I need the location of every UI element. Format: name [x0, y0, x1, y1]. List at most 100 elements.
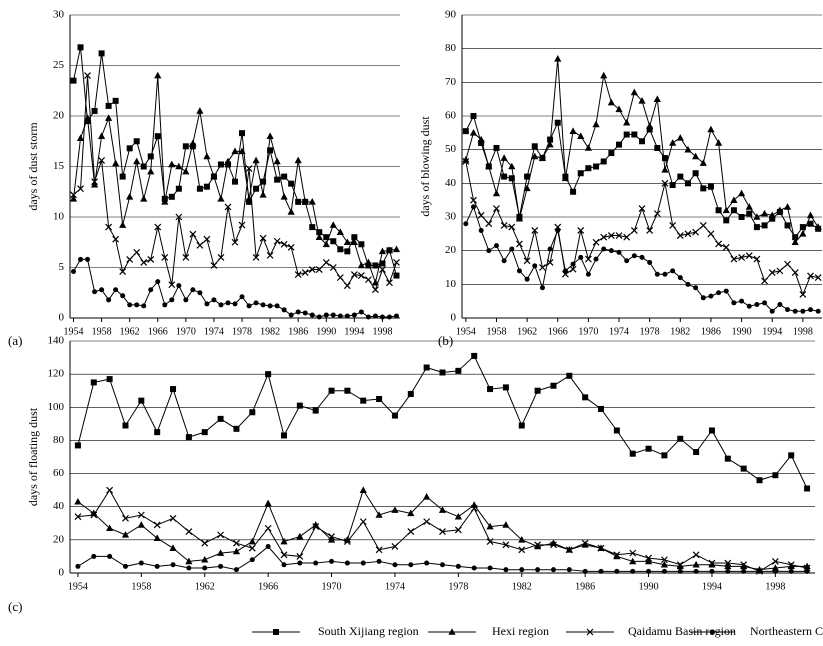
marker [90, 509, 98, 517]
marker [746, 303, 752, 309]
marker [693, 449, 700, 456]
marker [518, 422, 525, 429]
marker [360, 397, 367, 404]
marker [508, 175, 515, 182]
marker [232, 178, 238, 185]
marker [676, 134, 684, 141]
marker [376, 558, 382, 564]
marker [225, 300, 231, 306]
marker [724, 455, 731, 462]
marker [357, 272, 365, 280]
legend-marker [710, 629, 715, 635]
marker [364, 276, 372, 284]
marker [661, 452, 668, 459]
legend-marker [448, 628, 456, 635]
marker [492, 189, 501, 197]
marker [379, 260, 386, 267]
marker [274, 303, 280, 309]
marker [738, 253, 745, 261]
marker [375, 546, 383, 554]
legend-marker [586, 628, 594, 636]
marker [631, 253, 637, 259]
marker [463, 221, 469, 227]
y-tick-label: 40 [445, 177, 457, 189]
marker [106, 297, 112, 303]
marker [259, 190, 267, 198]
marker [538, 154, 547, 161]
x-tick-label: 1970 [176, 326, 196, 337]
marker [203, 152, 211, 160]
marker [485, 220, 493, 228]
marker [623, 118, 631, 126]
y-axis-label: days of blowing dust [418, 116, 432, 217]
marker [343, 282, 351, 290]
x-tick-label: 1990 [316, 326, 336, 337]
marker [550, 541, 557, 549]
marker [175, 213, 183, 221]
marker [161, 253, 169, 261]
marker [806, 211, 815, 219]
marker [336, 228, 344, 235]
marker [741, 568, 747, 574]
marker [785, 307, 791, 313]
marker [598, 568, 604, 574]
marker [260, 178, 267, 185]
marker [376, 396, 383, 402]
marker [486, 538, 494, 545]
marker [523, 257, 531, 265]
marker [439, 369, 446, 376]
marker [684, 230, 692, 238]
marker [722, 206, 730, 214]
marker [470, 113, 477, 119]
marker [393, 272, 400, 279]
marker [365, 262, 372, 269]
marker [654, 271, 660, 277]
series-line [77, 355, 808, 489]
marker [330, 312, 336, 318]
marker [508, 162, 516, 170]
marker [344, 387, 351, 394]
marker [676, 232, 684, 239]
marker [375, 511, 383, 518]
marker [391, 543, 399, 550]
marker [814, 223, 822, 230]
x-tick-label: 1966 [548, 326, 568, 337]
y-tick-label: 0 [451, 312, 457, 324]
marker [546, 140, 554, 148]
marker [462, 128, 469, 135]
marker [646, 126, 653, 133]
marker [386, 279, 393, 287]
marker [90, 511, 98, 519]
marker [614, 568, 620, 574]
marker [478, 227, 484, 233]
marker [598, 405, 605, 412]
marker [323, 312, 329, 318]
marker [274, 176, 281, 183]
y-tick-label: 60 [445, 110, 457, 122]
marker [295, 309, 301, 315]
legend-marker [273, 629, 279, 635]
marker [218, 302, 224, 308]
marker [301, 269, 309, 276]
marker [312, 407, 319, 414]
marker [616, 249, 622, 255]
marker [470, 196, 477, 204]
marker [700, 185, 707, 192]
marker [593, 256, 599, 262]
marker [196, 241, 204, 249]
y-tick-label: 80 [53, 434, 65, 446]
marker [378, 247, 387, 255]
marker [231, 238, 239, 246]
marker [629, 557, 637, 565]
marker [715, 240, 723, 248]
marker [119, 173, 126, 180]
marker [99, 287, 105, 293]
marker [578, 254, 584, 260]
marker [739, 298, 745, 304]
marker [183, 297, 189, 303]
marker [90, 180, 99, 188]
marker [238, 221, 246, 229]
marker [776, 206, 784, 214]
legend-label: Northeastern China [750, 624, 823, 638]
marker [707, 230, 715, 238]
